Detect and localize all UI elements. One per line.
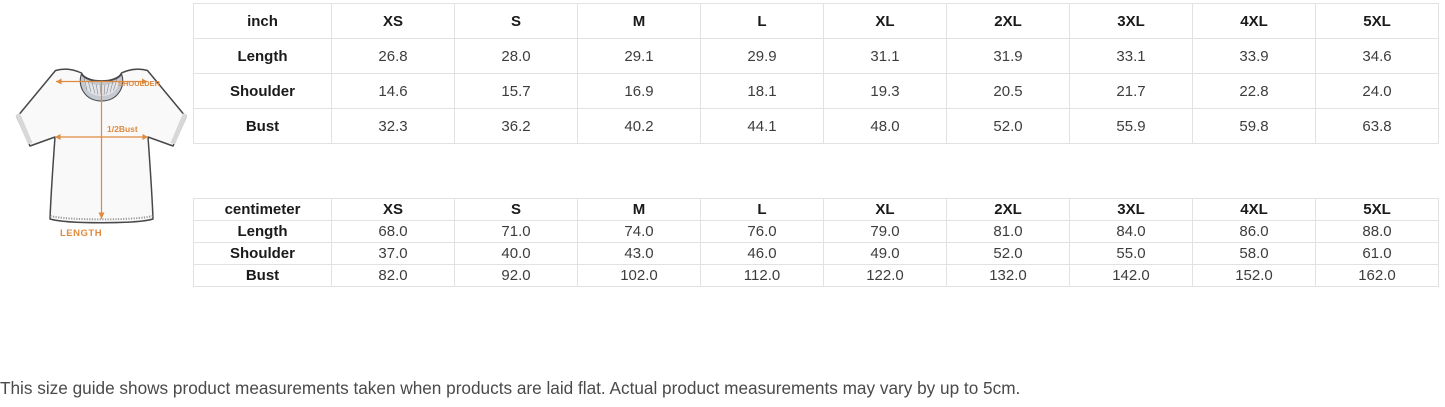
svg-text:LENGTH: LENGTH bbox=[60, 228, 102, 239]
svg-text:1/2Bust: 1/2Bust bbox=[107, 124, 138, 134]
svg-text:SHOULDER: SHOULDER bbox=[118, 79, 161, 88]
